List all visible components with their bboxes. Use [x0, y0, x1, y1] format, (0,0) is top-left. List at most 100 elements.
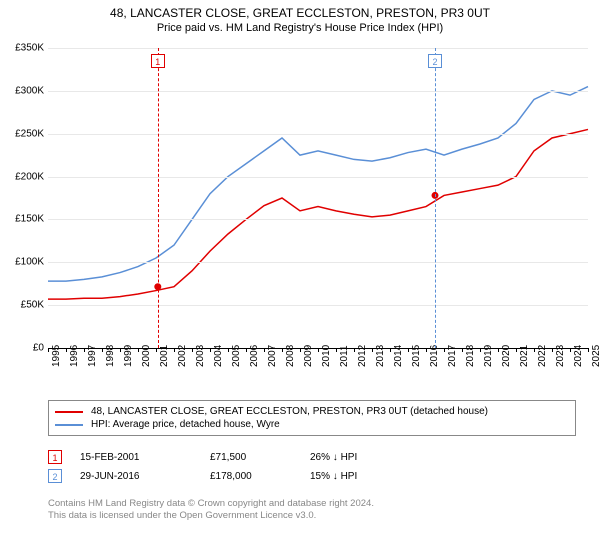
gridline — [48, 91, 588, 92]
x-axis-label: 1998 — [105, 345, 116, 367]
x-axis-label: 2003 — [195, 345, 206, 367]
x-tick — [516, 348, 517, 352]
series-hpi — [48, 87, 588, 282]
x-axis-label: 2006 — [249, 345, 260, 367]
footnote: Contains HM Land Registry data © Crown c… — [48, 498, 374, 523]
x-axis-label: 2004 — [213, 345, 224, 367]
x-tick — [246, 348, 247, 352]
event-diff: 26% ↓ HPI — [310, 452, 410, 463]
x-axis-label: 2019 — [483, 345, 494, 367]
legend-swatch — [55, 411, 83, 413]
gridline — [48, 262, 588, 263]
y-axis-label: £100K — [4, 257, 44, 268]
x-axis-label: 2016 — [429, 345, 440, 367]
y-axis-label: £300K — [4, 85, 44, 96]
x-tick — [66, 348, 67, 352]
x-tick — [156, 348, 157, 352]
x-tick — [354, 348, 355, 352]
event-row: 1 15-FEB-2001£71,50026% ↓ HPI — [48, 450, 576, 464]
x-tick — [192, 348, 193, 352]
legend-label: 48, LANCASTER CLOSE, GREAT ECCLESTON, PR… — [91, 406, 488, 417]
x-tick — [282, 348, 283, 352]
legend-label: HPI: Average price, detached house, Wyre — [91, 419, 280, 430]
event-date: 15-FEB-2001 — [80, 452, 210, 463]
event-date: 29-JUN-2016 — [80, 471, 210, 482]
x-axis-label: 2009 — [303, 345, 314, 367]
x-tick — [228, 348, 229, 352]
marker-line — [435, 48, 436, 348]
x-axis-label: 2022 — [537, 345, 548, 367]
gridline — [48, 48, 588, 49]
x-axis-label: 1997 — [87, 345, 98, 367]
x-tick — [588, 348, 589, 352]
y-axis-label: £200K — [4, 171, 44, 182]
marker-number-box: 1 — [151, 54, 165, 68]
series-property — [48, 129, 588, 299]
x-tick — [372, 348, 373, 352]
y-axis-label: £150K — [4, 214, 44, 225]
footnote-line-1: Contains HM Land Registry data © Crown c… — [48, 498, 374, 510]
x-axis-label: 2020 — [501, 345, 512, 367]
chart-container: 48, LANCASTER CLOSE, GREAT ECCLESTON, PR… — [0, 0, 600, 560]
x-tick — [102, 348, 103, 352]
gridline — [48, 177, 588, 178]
x-axis-label: 2024 — [573, 345, 584, 367]
x-axis-label: 2001 — [159, 345, 170, 367]
event-price: £178,000 — [210, 471, 310, 482]
x-tick — [552, 348, 553, 352]
x-tick — [534, 348, 535, 352]
x-axis-label: 1995 — [51, 345, 62, 367]
line-series-svg — [48, 48, 588, 348]
x-tick — [174, 348, 175, 352]
x-axis-label: 2005 — [231, 345, 242, 367]
y-axis-label: £350K — [4, 43, 44, 54]
marker-number-box: 2 — [428, 54, 442, 68]
footnote-line-2: This data is licensed under the Open Gov… — [48, 510, 374, 522]
gridline — [48, 305, 588, 306]
x-axis-label: 2018 — [465, 345, 476, 367]
x-axis-label: 2025 — [591, 345, 600, 367]
y-axis-label: £250K — [4, 128, 44, 139]
legend-row: HPI: Average price, detached house, Wyre — [55, 418, 569, 431]
y-axis-label: £50K — [4, 300, 44, 311]
x-axis-label: 2023 — [555, 345, 566, 367]
title-block: 48, LANCASTER CLOSE, GREAT ECCLESTON, PR… — [0, 0, 600, 34]
event-number-box: 1 — [48, 450, 62, 464]
event-diff: 15% ↓ HPI — [310, 471, 410, 482]
x-axis-label: 2012 — [357, 345, 368, 367]
legend-box: 48, LANCASTER CLOSE, GREAT ECCLESTON, PR… — [48, 400, 576, 436]
x-axis-label: 2013 — [375, 345, 386, 367]
gridline — [48, 219, 588, 220]
x-tick — [462, 348, 463, 352]
x-tick — [300, 348, 301, 352]
x-tick — [210, 348, 211, 352]
x-tick — [84, 348, 85, 352]
x-axis-label: 2007 — [267, 345, 278, 367]
x-tick — [336, 348, 337, 352]
x-axis-label: 1999 — [123, 345, 134, 367]
x-tick — [120, 348, 121, 352]
gridline — [48, 134, 588, 135]
x-axis-label: 2015 — [411, 345, 422, 367]
x-tick — [426, 348, 427, 352]
x-tick — [138, 348, 139, 352]
x-axis-label: 2017 — [447, 345, 458, 367]
x-tick — [48, 348, 49, 352]
x-tick — [408, 348, 409, 352]
x-axis-label: 1996 — [69, 345, 80, 367]
x-axis-label: 2010 — [321, 345, 332, 367]
x-axis-label: 2008 — [285, 345, 296, 367]
marker-line — [158, 48, 159, 348]
legend-row: 48, LANCASTER CLOSE, GREAT ECCLESTON, PR… — [55, 405, 569, 418]
events-block: 115-FEB-2001£71,50026% ↓ HPI229-JUN-2016… — [48, 445, 576, 488]
title-main: 48, LANCASTER CLOSE, GREAT ECCLESTON, PR… — [0, 6, 600, 20]
x-tick — [444, 348, 445, 352]
y-axis-label: £0 — [4, 343, 44, 354]
x-tick — [570, 348, 571, 352]
x-tick — [480, 348, 481, 352]
x-axis-label: 2002 — [177, 345, 188, 367]
x-axis-label: 2021 — [519, 345, 530, 367]
x-axis-label: 2000 — [141, 345, 152, 367]
x-axis-label: 2014 — [393, 345, 404, 367]
event-price: £71,500 — [210, 452, 310, 463]
